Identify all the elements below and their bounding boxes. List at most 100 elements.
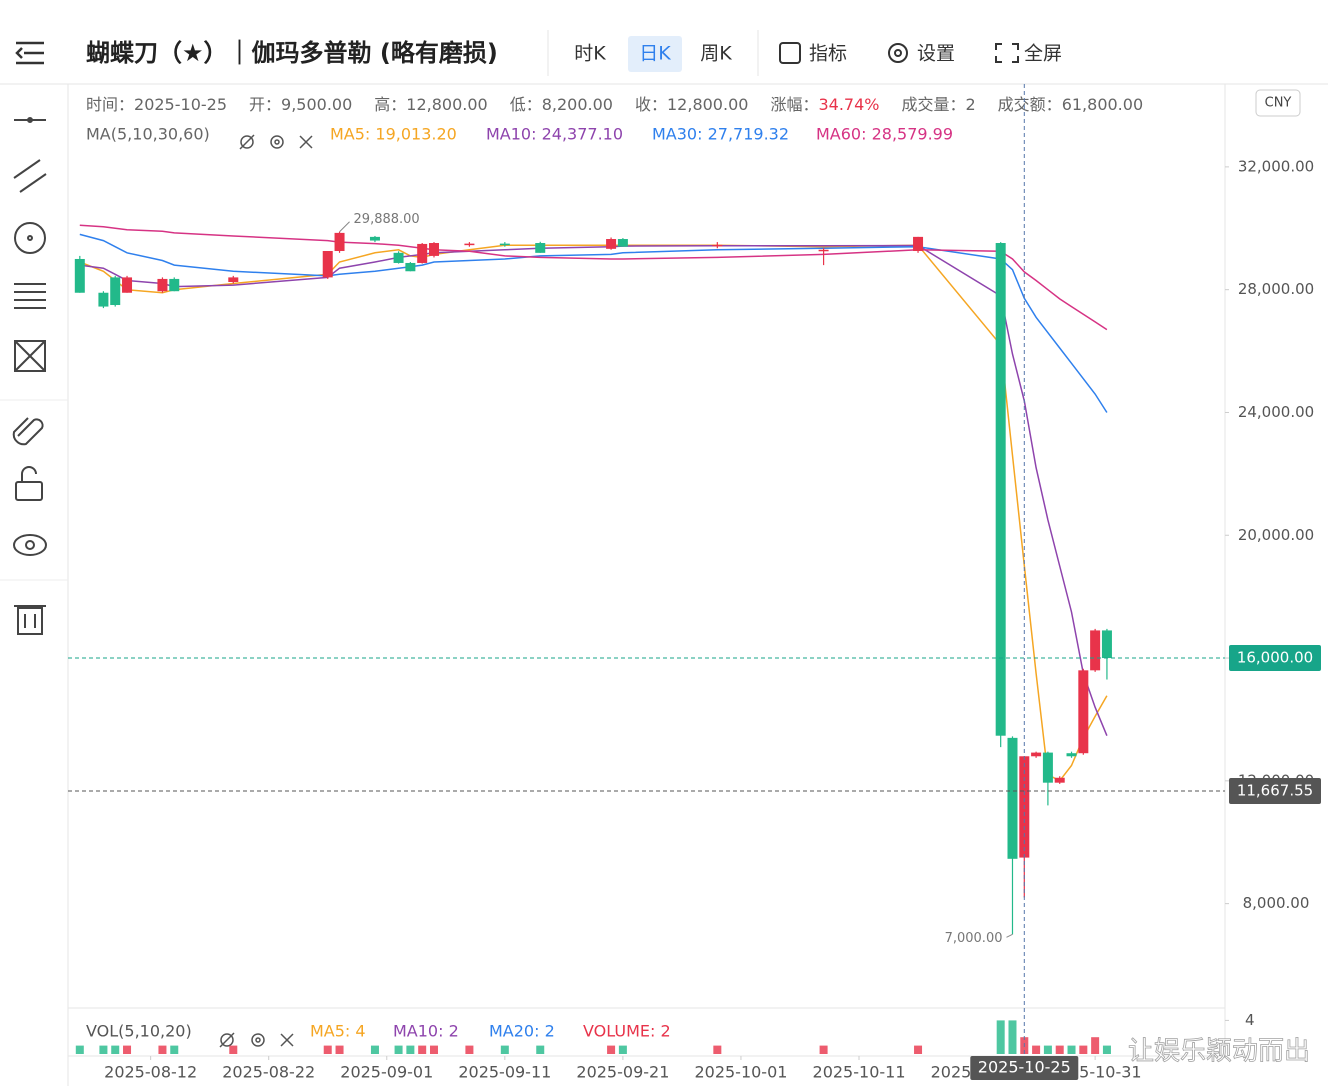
info-label: 成交额： bbox=[998, 95, 1062, 114]
tool-button[interactable]: 设置 bbox=[917, 43, 955, 65]
tool-button[interactable]: 全屏 bbox=[1024, 43, 1062, 65]
ma-icons[interactable] bbox=[219, 134, 313, 1048]
candle-body bbox=[617, 239, 628, 247]
info-label: 时间： bbox=[86, 95, 134, 114]
y-tick-label: 32,000.00 bbox=[1238, 157, 1314, 175]
info-value: 8,200.00 bbox=[542, 95, 613, 114]
volume-bar bbox=[819, 1045, 828, 1054]
info-value: 2025-10-25 bbox=[134, 95, 227, 114]
candle-body bbox=[405, 262, 416, 272]
candle-body bbox=[712, 244, 723, 247]
y-tick-label: 4 bbox=[1245, 1011, 1255, 1029]
y-tick-label: 28,000.00 bbox=[1238, 280, 1314, 298]
volume-bar bbox=[1102, 1045, 1111, 1054]
legend-entry: MA5: 19,013.20 bbox=[330, 125, 457, 144]
candle-body bbox=[169, 278, 180, 292]
y-tick-label: 24,000.00 bbox=[1238, 403, 1314, 421]
volume-bar bbox=[75, 1045, 84, 1054]
x-tick-label: 2025-09-01 bbox=[340, 1063, 433, 1082]
candle-body bbox=[1066, 753, 1077, 757]
period-button-bg bbox=[628, 36, 682, 72]
volume-legend: VOLUME: 2 bbox=[583, 1022, 671, 1041]
candle-body bbox=[417, 243, 428, 263]
candle-body bbox=[110, 277, 121, 306]
annotation-pointer bbox=[339, 221, 350, 233]
volume-bar bbox=[394, 1045, 403, 1054]
currency-box bbox=[1255, 89, 1301, 117]
candle-body bbox=[1042, 752, 1053, 783]
volume-bar bbox=[1032, 1045, 1041, 1054]
volume-bar bbox=[536, 1045, 545, 1054]
y-tick-label: 20,000.00 bbox=[1238, 526, 1314, 544]
volume-bar bbox=[914, 1045, 923, 1054]
info-value: 12,800.00 bbox=[406, 95, 487, 114]
watermark: 让娱乐颖动而出 bbox=[1128, 1037, 1310, 1067]
chart-title: 蝴蝶刀（★）｜伽玛多普勒 (略有磨损) bbox=[86, 39, 498, 67]
annotation-pointer bbox=[1006, 933, 1013, 938]
annotation: 29,888.00 bbox=[354, 212, 420, 227]
volume-bar bbox=[1091, 1037, 1100, 1054]
candle-body bbox=[535, 243, 546, 253]
menu-button[interactable] bbox=[15, 41, 44, 65]
candle-body bbox=[464, 243, 475, 246]
ma-line bbox=[79, 244, 1108, 736]
info-value: 9,500.00 bbox=[281, 95, 352, 114]
candle-body bbox=[369, 236, 380, 241]
volume-bar bbox=[996, 1020, 1005, 1054]
period-button[interactable]: 周K bbox=[700, 43, 732, 65]
ma-title: MA(5,10,30,60) bbox=[86, 125, 210, 144]
volume-bar bbox=[323, 1045, 332, 1054]
info-value: 2 bbox=[965, 95, 975, 114]
info-line: 时间：2025-10-25 开：9,500.00 高：12,800.00 低：8,20… bbox=[86, 95, 1143, 114]
x-tick-label: 2025-10-01 bbox=[694, 1063, 787, 1082]
volume-bar bbox=[1055, 1045, 1064, 1054]
period-button[interactable]: 时K bbox=[574, 43, 606, 65]
x-tick-label: 2025-09-21 bbox=[576, 1063, 669, 1082]
tool-button[interactable]: 指标 bbox=[809, 43, 847, 65]
sidebar-tools[interactable] bbox=[12, 117, 47, 635]
volume-bar bbox=[1079, 1045, 1088, 1054]
candle-body bbox=[1007, 737, 1018, 859]
volume-bar bbox=[418, 1045, 427, 1054]
volume-bar bbox=[1067, 1045, 1076, 1054]
crosshair-x-label: 2025-10-25 bbox=[978, 1058, 1071, 1077]
volume-bar bbox=[1043, 1045, 1052, 1054]
tool-icons bbox=[779, 42, 1019, 64]
candle-body bbox=[1078, 670, 1089, 754]
candle-body bbox=[428, 243, 439, 256]
x-tick-label: 2025-10-11 bbox=[813, 1063, 906, 1082]
volume-legend: VOL(5,10,20) bbox=[86, 1022, 192, 1041]
volume-bar bbox=[618, 1045, 627, 1054]
y-tick-label: 8,000.00 bbox=[1243, 894, 1310, 912]
volume-legend: MA10: 2 bbox=[393, 1022, 459, 1041]
volume-legend: MA5: 4 bbox=[310, 1022, 366, 1041]
volume-bar bbox=[429, 1045, 438, 1054]
candle-body bbox=[818, 249, 829, 252]
info-label: 开： bbox=[249, 95, 281, 114]
candle-body bbox=[122, 277, 133, 293]
info-value: 34.74% bbox=[818, 95, 879, 114]
volume-bar bbox=[370, 1045, 379, 1054]
volume-bar bbox=[500, 1045, 509, 1054]
currency[interactable]: CNY bbox=[1265, 96, 1292, 111]
legend-entry: MA10: 24,377.10 bbox=[486, 125, 623, 144]
info-label: 涨幅： bbox=[770, 95, 818, 114]
crosshair-x-box bbox=[970, 1056, 1079, 1080]
volume-bar bbox=[229, 1045, 238, 1054]
x-tick-label: 2025-08-12 bbox=[104, 1063, 197, 1082]
legend-entry: MA30: 27,719.32 bbox=[652, 125, 789, 144]
ma-line bbox=[79, 233, 1108, 413]
candle-body bbox=[157, 278, 168, 292]
x-tick-label: 2025-08-22 bbox=[222, 1063, 315, 1082]
volume-bar bbox=[1008, 1020, 1017, 1054]
candle-body bbox=[1031, 752, 1042, 757]
info-label: 收： bbox=[635, 95, 667, 114]
price-label-box bbox=[1229, 645, 1321, 672]
x-tick-label: 2025-09-11 bbox=[458, 1063, 551, 1082]
candle-body bbox=[913, 236, 924, 251]
candle-body bbox=[1090, 630, 1101, 671]
price-label: 16,000.00 bbox=[1237, 649, 1313, 667]
crosshair-y-label: 11,667.55 bbox=[1237, 782, 1313, 800]
period-button[interactable]: 日K bbox=[639, 43, 671, 65]
